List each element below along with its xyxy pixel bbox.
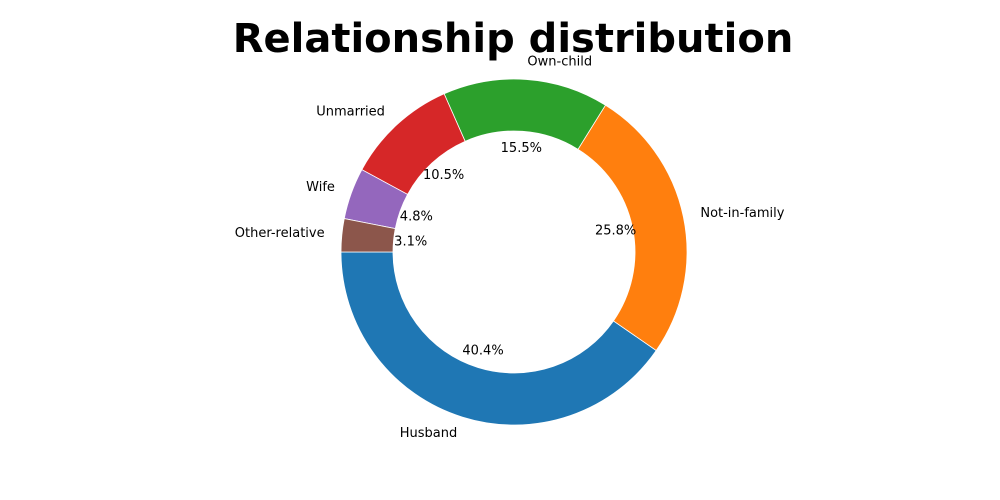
percent-label-wife: 4.8% bbox=[400, 209, 433, 224]
slice-label-own-child: Own-child bbox=[527, 55, 592, 70]
percent-label-husband: 40.4% bbox=[462, 344, 503, 359]
slice-label-other-relative: Other-relative bbox=[235, 226, 325, 241]
slice-own-child bbox=[443, 78, 607, 150]
percent-labels: 40.4% 25.8% 15.5% 10.5% 4.8% 3.1% bbox=[394, 141, 636, 359]
percent-label-other-relative: 3.1% bbox=[394, 234, 427, 249]
slice-labels: Husband Not-in-family Own-child Unmarried Wi… bbox=[235, 55, 785, 441]
percent-label-not-in-family: 25.8% bbox=[595, 223, 636, 238]
donut-slices bbox=[340, 78, 688, 426]
slice-label-husband: Husband bbox=[400, 426, 458, 441]
slice-husband bbox=[340, 251, 657, 426]
slice-other-relative bbox=[340, 218, 396, 253]
percent-label-unmarried: 10.5% bbox=[423, 168, 464, 183]
chart-title: Relationship distribution bbox=[233, 16, 794, 62]
slice-label-wife: Wife bbox=[306, 180, 335, 195]
percent-label-own-child: 15.5% bbox=[501, 141, 542, 156]
slice-label-not-in-family: Not-in-family bbox=[700, 206, 784, 221]
slice-label-unmarried: Unmarried bbox=[316, 105, 385, 120]
